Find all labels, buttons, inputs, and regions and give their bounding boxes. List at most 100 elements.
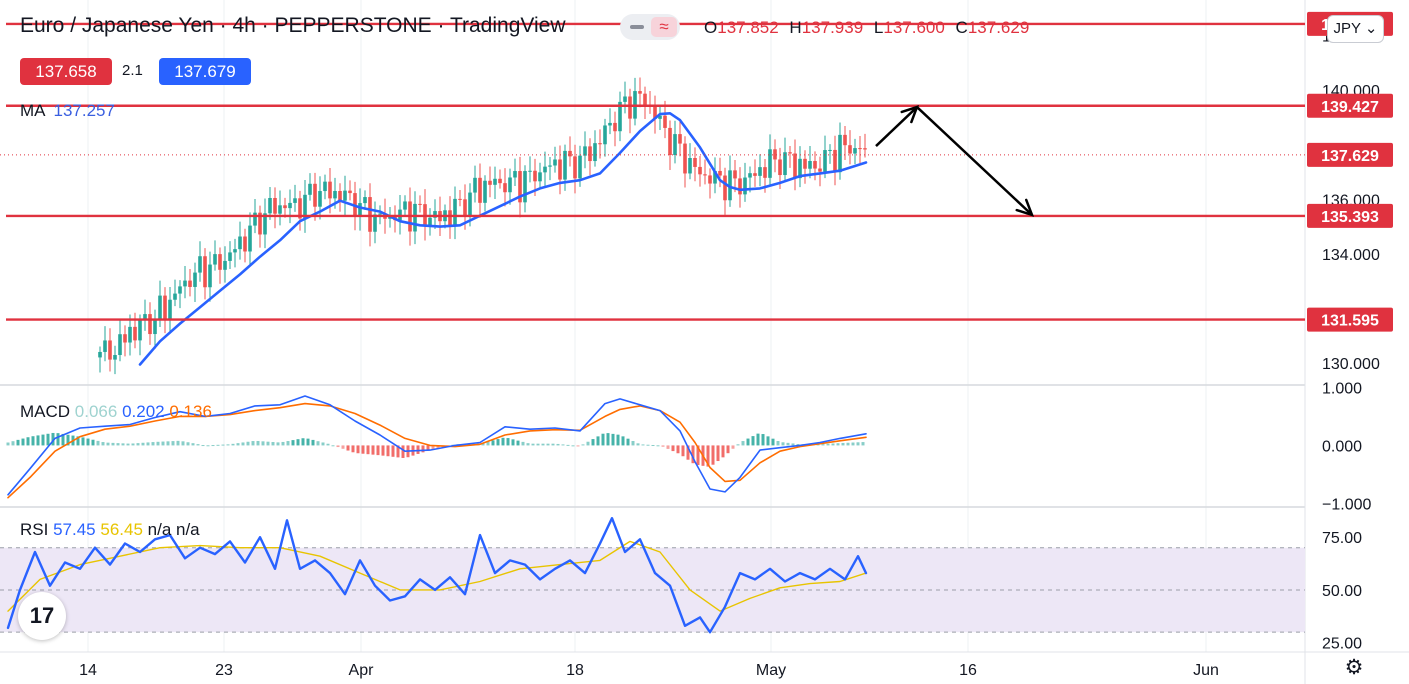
macd-hist-bar — [496, 439, 500, 446]
macd-hist-bar — [851, 442, 855, 446]
macd-hist-bar — [196, 444, 200, 446]
candle-body — [198, 256, 202, 273]
candle-body — [203, 256, 207, 288]
macd-hist-bar — [726, 445, 730, 454]
rsi-legend[interactable]: RSI 57.45 56.45 n/a n/a — [20, 520, 200, 540]
macd-hist-value: 0.066 — [74, 402, 118, 421]
level-label-2: 137.629 — [1321, 148, 1379, 165]
candle-body — [688, 157, 692, 174]
sell-button[interactable]: 137.658 — [20, 58, 112, 85]
candle-body — [143, 314, 147, 321]
candle-body — [663, 115, 667, 128]
macd-hist-bar — [521, 441, 525, 446]
macd-hist-bar — [586, 441, 590, 446]
macd-hist-bar — [536, 443, 540, 446]
macd-hist-bar — [486, 441, 490, 446]
candle-body — [768, 149, 772, 178]
candle-body — [858, 148, 862, 150]
macd-hist-bar — [311, 439, 315, 446]
macd-hist-bar — [151, 442, 155, 446]
candle-body — [553, 159, 557, 166]
down-arrow-head — [1015, 198, 1035, 217]
rsi-line — [6, 517, 868, 634]
ma-label: MA — [20, 101, 46, 120]
candle-body — [243, 236, 247, 252]
macd-hist-bar — [651, 445, 655, 447]
candle-body — [598, 143, 602, 145]
gear-icon[interactable]: ⚙ — [1344, 656, 1364, 679]
ma-legend[interactable]: MA 137.257 — [20, 101, 115, 121]
candle-body — [773, 149, 777, 160]
level-label-bg-2 — [1307, 142, 1393, 167]
macd-hist-bar — [171, 441, 175, 446]
candle-body — [303, 194, 307, 219]
macd-hist-bar — [21, 438, 25, 446]
macd-hist-bar — [96, 440, 100, 446]
macd-hist-bar — [36, 435, 40, 446]
candle-body — [248, 225, 252, 252]
indicator-lines — [6, 112, 868, 634]
macd-hist-bar — [581, 444, 585, 446]
candle-body — [168, 299, 172, 321]
macd-hist-bar — [706, 445, 710, 467]
macd-hist-bar — [776, 441, 780, 446]
candle-body — [623, 96, 627, 102]
currency-dropdown[interactable]: JPY ⌄ — [1327, 15, 1384, 43]
candle-body — [253, 212, 257, 226]
wave-icon[interactable]: ≈ — [651, 17, 677, 37]
macd-hist-bar — [396, 445, 400, 458]
minus-icon[interactable] — [630, 25, 644, 29]
macd-hist-bar — [491, 440, 495, 446]
candle-body — [418, 203, 422, 205]
indicator-toggle[interactable]: ≈ — [620, 14, 680, 40]
macd-hist-bar — [481, 442, 485, 446]
macd-hist-bar — [436, 445, 440, 449]
candle-body — [483, 180, 487, 203]
drawing-arrows[interactable] — [875, 105, 1035, 217]
candle-body — [328, 181, 332, 199]
macd-hist-bar — [346, 445, 350, 451]
candle-body — [318, 191, 322, 207]
symbol-title[interactable]: Euro / Japanese Yen · 4h · PEPPERSTONE ·… — [20, 14, 566, 37]
macd-hist-bar — [601, 433, 605, 446]
candle-body — [308, 183, 312, 195]
candle-body — [233, 249, 237, 253]
candle-body — [733, 170, 737, 179]
macd-legend[interactable]: MACD 0.066 0.202 0.136 — [20, 402, 212, 422]
candle-body — [783, 152, 787, 176]
candle-body — [153, 319, 157, 335]
macd-hist-bar — [336, 445, 340, 448]
macd-value: 0.202 — [122, 402, 165, 421]
candle-body — [763, 167, 767, 178]
candle-body — [258, 212, 262, 235]
macd-hist-bar — [191, 443, 195, 446]
candle-body — [668, 127, 672, 156]
candles — [98, 77, 867, 375]
macd-hist-bar — [506, 438, 510, 446]
macd-hist-bar — [676, 445, 680, 454]
candle-body — [588, 146, 592, 162]
candle-body — [533, 170, 537, 182]
candle-body — [133, 326, 137, 341]
macd-hist-bar — [761, 434, 765, 446]
tradingview-logo[interactable]: 17 — [18, 592, 66, 640]
currency-label: JPY — [1333, 20, 1361, 37]
candle-body — [753, 173, 757, 176]
candle-body — [608, 122, 612, 126]
candle-body — [293, 198, 297, 203]
rsi-tick-label: 25.00 — [1322, 636, 1362, 653]
candle-body — [833, 149, 837, 173]
horizontal-levels[interactable] — [0, 22, 1305, 321]
macd-hist-bar — [816, 444, 820, 446]
candle-body — [848, 145, 852, 154]
time-tick-label: 18 — [566, 662, 584, 679]
candle-body — [363, 197, 367, 204]
buy-button[interactable]: 137.679 — [159, 58, 251, 85]
candle-body — [793, 153, 797, 179]
candle-body — [828, 149, 832, 151]
candle-body — [743, 177, 747, 195]
macd-hist-bar — [126, 443, 130, 446]
macd-hist-bar — [621, 436, 625, 446]
